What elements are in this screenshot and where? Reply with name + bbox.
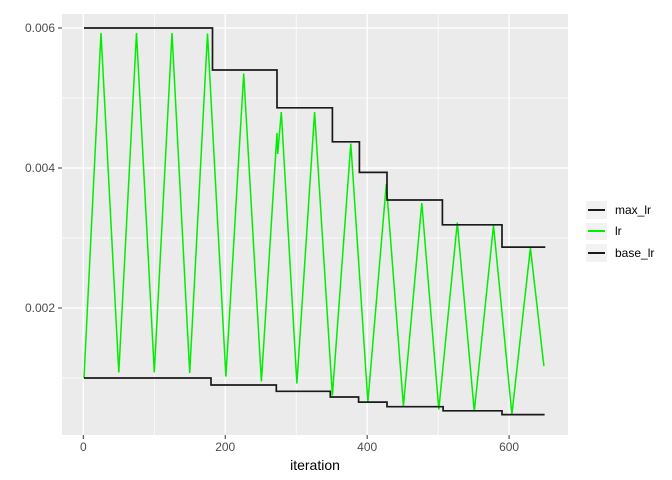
series-line-base_lr: [84, 377, 545, 416]
x-tick-label: 600: [499, 440, 519, 454]
x-tick-label: 200: [215, 440, 235, 454]
legend-label-base-lr: base_lr: [615, 245, 655, 260]
legend-item-max-lr: max_lr: [586, 201, 654, 219]
legend-item-base-lr: base_lr: [586, 244, 654, 262]
y-tick-label: 0.002: [25, 301, 55, 315]
legend-label-lr: lr: [615, 224, 622, 239]
legend-key-base-lr-icon: [586, 244, 607, 262]
x-tick-label: 400: [357, 440, 377, 454]
legend-key-lr-icon: [586, 222, 607, 240]
y-tick-label: 0.006: [25, 21, 55, 35]
legend-item-lr: lr: [586, 222, 654, 240]
y-tick-label: 0.004: [25, 161, 55, 175]
x-axis-title: iteration: [290, 457, 340, 473]
legend-key-max-lr-icon: [586, 201, 607, 219]
legend: max_lr lr base_lr: [586, 201, 654, 262]
series-line-max_lr: [84, 27, 546, 248]
x-tick-label: 0: [80, 440, 87, 454]
legend-label-max-lr: max_lr: [615, 202, 652, 217]
series-line-lr: [83, 32, 545, 415]
